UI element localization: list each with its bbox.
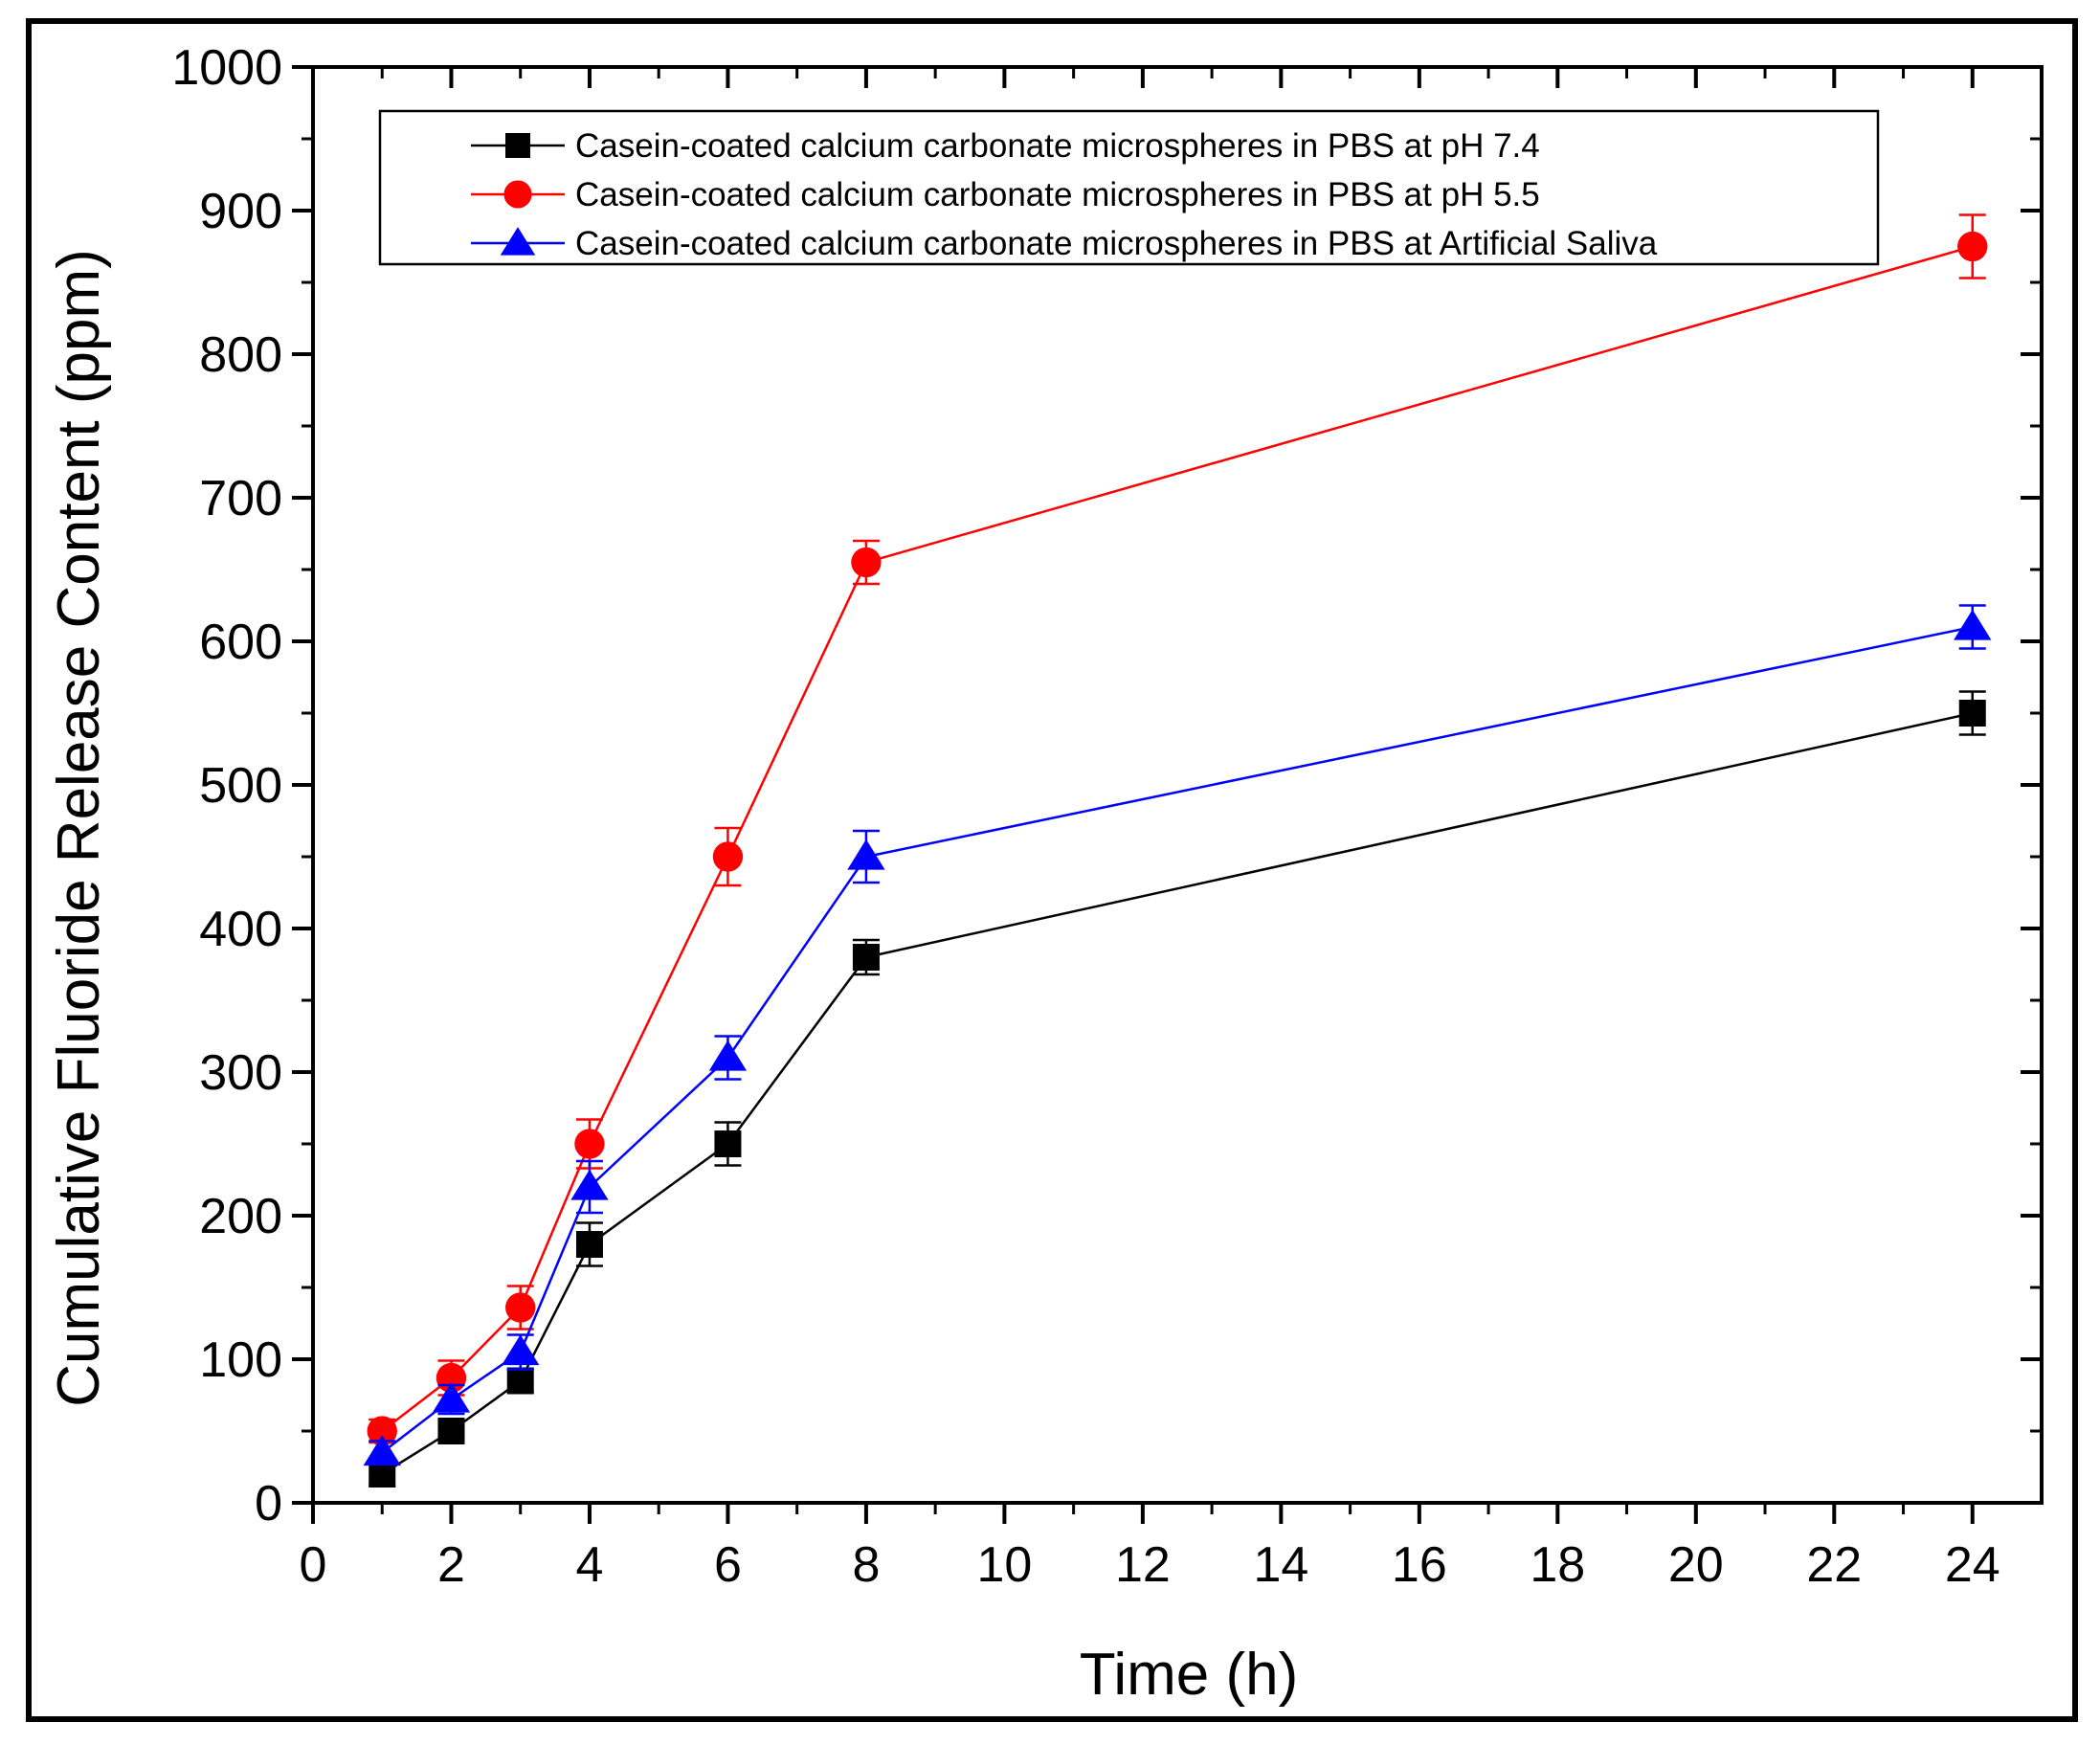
data-point	[1958, 700, 1986, 727]
legend: Casein-coated calcium carbonate microsph…	[378, 109, 1880, 266]
data-point	[1957, 231, 1988, 262]
data-point	[506, 1367, 534, 1395]
x-tick-label: 24	[1945, 1537, 2000, 1593]
y-tick-label: 0	[255, 1476, 282, 1532]
x-tick-label: 2	[437, 1537, 465, 1593]
outer-frame	[26, 18, 2078, 1722]
legend-label: Casein-coated calcium carbonate microsph…	[575, 127, 1540, 165]
legend-label: Casein-coated calcium carbonate microsph…	[575, 176, 1540, 213]
data-point	[363, 1435, 401, 1466]
legend-item: Casein-coated calcium carbonate microsph…	[471, 176, 1540, 213]
x-tick-label: 18	[1530, 1537, 1585, 1593]
legend-marker	[500, 227, 536, 256]
data-point	[851, 547, 882, 578]
x-tick-label: 10	[976, 1537, 1032, 1593]
legend-label: Casein-coated calcium carbonate microsph…	[575, 225, 1658, 262]
y-tick-label: 700	[199, 471, 282, 526]
legend-item: Casein-coated calcium carbonate microsph…	[471, 127, 1540, 165]
x-tick-label: 0	[300, 1537, 327, 1593]
y-tick-label: 200	[199, 1189, 282, 1244]
y-tick-label: 400	[199, 902, 282, 957]
y-tick-label: 300	[199, 1045, 282, 1101]
x-tick-label: 22	[1806, 1537, 1862, 1593]
series-3	[363, 604, 1992, 1466]
data-point	[1954, 609, 1992, 640]
data-point	[575, 1231, 603, 1258]
data-point	[712, 841, 744, 872]
data-point	[852, 944, 880, 971]
x-tick-label: 4	[575, 1537, 603, 1593]
x-tick-label: 20	[1668, 1537, 1724, 1593]
data-point	[367, 1416, 397, 1446]
data-point	[574, 1129, 605, 1159]
x-tick-label: 8	[852, 1537, 880, 1593]
data-point	[437, 1418, 465, 1444]
y-tick-label: 1000	[171, 40, 282, 96]
data-point	[570, 1169, 609, 1200]
legend-marker	[505, 133, 530, 158]
x-axis-title: Time (h)	[1080, 1642, 1298, 1708]
y-tick-label: 900	[199, 184, 282, 239]
data-point	[714, 1130, 742, 1157]
y-tick-label: 600	[199, 615, 282, 670]
y-tick-label: 100	[199, 1332, 282, 1388]
data-point	[505, 1292, 536, 1323]
x-tick-label: 16	[1392, 1537, 1447, 1593]
data-point	[432, 1381, 471, 1413]
legend-marker	[503, 180, 532, 209]
y-tick-label: 800	[199, 327, 282, 383]
data-point	[708, 1040, 748, 1071]
y-axis-title: Cumulative Fluoride Release Content (ppm…	[46, 249, 112, 1407]
x-tick-label: 14	[1253, 1537, 1308, 1593]
data-point	[502, 1334, 540, 1366]
x-tick-label: 12	[1115, 1537, 1171, 1593]
legend-item: Casein-coated calcium carbonate microsph…	[471, 225, 1658, 262]
y-tick-label: 500	[199, 758, 282, 814]
data-point	[847, 839, 885, 870]
legend-box	[378, 109, 1880, 266]
series-group	[363, 213, 1992, 1488]
axes-group: 0 2 4 6 8 10 12 14 16 18 20 22 240100200300400500600…	[171, 40, 2044, 1593]
x-tick-label: 6	[714, 1537, 742, 1593]
